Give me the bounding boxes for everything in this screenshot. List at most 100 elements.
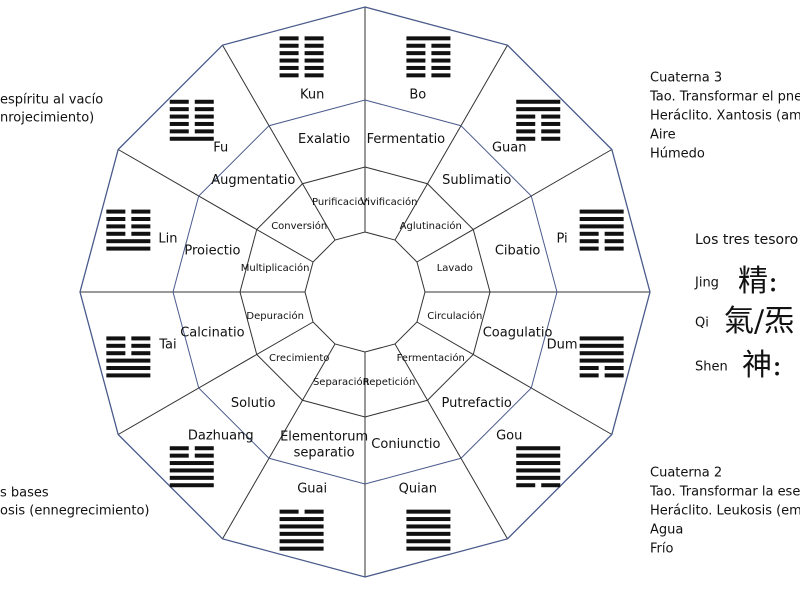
hexagram-line [131,216,151,221]
radial-line [117,149,314,263]
ring [172,99,558,485]
note-title: Cuaterna 2 [650,466,722,481]
hexagram-line [579,366,599,371]
radial-line [222,343,336,540]
hexagram-name: Quian [399,482,437,497]
hexagram-line [406,58,426,63]
hexagram-name: Kun [300,87,324,102]
hexagram-line [579,239,599,244]
hexagram-name: Pi [556,232,567,247]
operation: Proiectio [184,244,240,259]
hexagram-line [194,453,214,458]
hexagram-line [304,73,324,78]
hexagram-line [169,129,189,134]
hexagram-line [406,517,451,522]
operation: Coniunctio [371,437,440,452]
process: Conversión [271,220,327,232]
hexagram-line [106,209,126,214]
note: Heráclito. Xantosis (ama [650,109,800,124]
hexagram-line [169,461,214,466]
hexagram-line [516,446,561,451]
radial-line [416,321,613,435]
hexagram-line [304,43,324,48]
treasure-name: Shen [695,360,728,375]
hexagram-line [406,531,451,536]
hexagram-line [579,351,624,356]
note-title: Cuaterna 3 [650,71,722,86]
treasure-name: Qi [695,316,709,331]
hexagram-line [279,524,324,529]
hexagram-line [541,121,561,126]
hexagram-line [579,224,624,229]
hexagram-line [106,216,126,221]
hexagram-line [406,509,451,514]
hexagram-line [406,51,426,56]
hexagram-line [406,36,451,41]
hexagram-line [169,446,189,451]
hexagram-line [516,136,536,141]
hexagram-line [169,475,214,480]
hexagram-line [194,129,214,134]
hexagram-line [194,446,214,451]
hexagram-line [194,114,214,119]
operation: Augmentatio [211,173,295,188]
hexagram-line [106,246,151,251]
hexagram-line [169,136,214,141]
hexagram-line [604,373,624,378]
hexagram-line [106,343,126,348]
hexagram-line [579,373,599,378]
hexagram-line [579,358,624,363]
hexagram-line [304,36,324,41]
hexagram-line [194,99,214,104]
hexagram-line [431,73,451,78]
hexagram-line [516,99,561,104]
hexagram-line [131,209,151,214]
process: Depuración [246,310,304,322]
hexagram-name: Guan [492,140,527,155]
hexagram-line [304,65,324,70]
operation: Exalatio [298,132,350,147]
hexagram-name: Dum [547,337,578,352]
hexagram-line [131,343,151,348]
operation: Calcinatio [180,325,244,340]
process: Fermentación [397,352,465,364]
hexagram-line [106,239,151,244]
operation: Coagulatio [483,325,553,340]
hexagram-line [516,461,561,466]
hexagram-line [279,73,299,78]
hexagram-line [279,531,324,536]
hexagram-line [279,546,324,551]
treasure-glyph: 精: [738,264,778,299]
operation: Cibatio [495,244,541,259]
process: Lavado [437,263,473,274]
process: Purificación [312,196,370,208]
left-note: nrojecimiento) [0,111,94,126]
hexagram-line [431,58,451,63]
hexagram-line [169,107,189,112]
ring [239,166,491,418]
hexagram-line [131,351,151,356]
hexagram-line [604,246,624,251]
left-note: osis (ennegrecimiento) [0,504,150,519]
radial-line [222,44,336,241]
treasure-name: Jing [694,276,719,291]
hexagram-line [516,114,536,119]
hexagram-name: Gou [496,429,522,444]
hexagram-line [604,231,624,236]
hexagram-line [579,343,624,348]
hexagram-name: Lin [158,232,177,247]
hexagram-line [169,453,189,458]
radial-line [416,149,613,263]
hexagram-name: Dazhuang [188,429,254,444]
hexagram-line [579,209,624,214]
hexagram-line [541,129,561,134]
process: Multiplicación [241,262,310,274]
hexagram-line [106,224,126,229]
hexagram-line [279,51,299,56]
hexagram-line [579,231,599,236]
hexagram-line [106,373,151,378]
operation: Elementorum separatio [280,429,368,460]
hexagram-line [406,539,451,544]
hexagram-line [106,351,126,356]
